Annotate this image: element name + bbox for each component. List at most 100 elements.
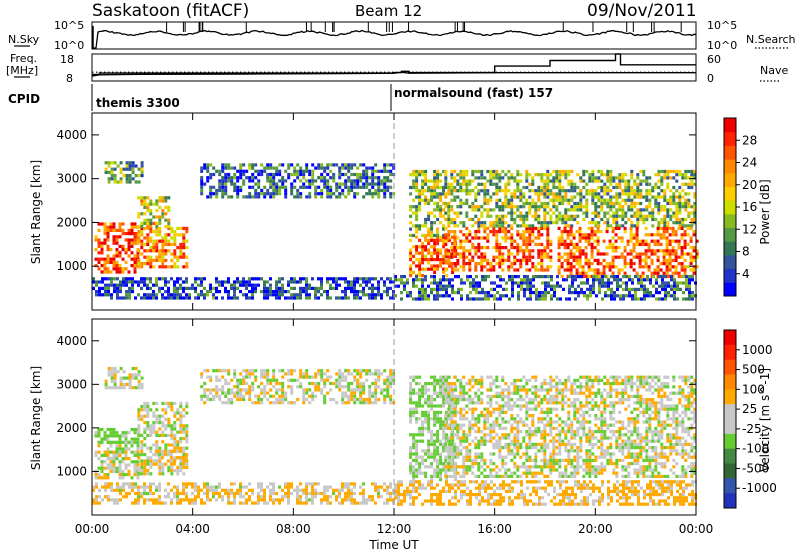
heatmap-cell	[233, 375, 237, 379]
heatmap-cell	[643, 278, 646, 282]
heatmap-cell	[341, 166, 345, 170]
heatmap-cell	[299, 185, 303, 189]
heatmap-cell	[278, 498, 281, 502]
heatmap-cell	[525, 198, 529, 202]
heatmap-cell	[474, 265, 478, 269]
heatmap-cell	[206, 166, 210, 170]
heatmap-cell	[350, 179, 354, 183]
heatmap-cell	[281, 179, 285, 183]
heatmap-cell	[314, 488, 317, 492]
heatmap-cell	[155, 430, 159, 434]
heatmap-cell	[415, 452, 419, 456]
heatmap-cell	[115, 248, 119, 252]
heatmap-cell	[353, 283, 356, 287]
heatmap-cell	[450, 252, 454, 256]
heatmap-cell	[326, 296, 329, 300]
heatmap-cell	[106, 476, 110, 480]
heatmap-cell	[124, 463, 128, 467]
heatmap-cell	[242, 172, 246, 177]
heatmap-cell	[639, 201, 643, 206]
heatmap-cell	[254, 378, 258, 382]
heatmap-cell	[541, 275, 544, 279]
heatmap-cell	[157, 449, 161, 453]
heatmap-cell	[344, 378, 348, 382]
heatmap-cell	[553, 294, 556, 298]
heatmap-cell	[173, 440, 177, 444]
heatmap-cell	[155, 488, 158, 492]
heatmap-cell	[386, 491, 389, 496]
heatmap-cell	[677, 274, 681, 278]
heatmap-cell	[557, 255, 561, 259]
heatmap-cell	[224, 166, 228, 170]
heatmap-cell	[668, 242, 672, 246]
heatmap-cell	[209, 485, 212, 489]
heatmap-cell	[510, 208, 514, 212]
heatmap-cell	[215, 375, 219, 379]
heatmap-cell	[338, 172, 342, 177]
heatmap-cell	[483, 198, 487, 202]
heatmap-cell	[146, 459, 150, 463]
heatmap-cell	[537, 205, 541, 209]
heatmap-cell	[233, 280, 236, 284]
heatmap-cell	[594, 201, 598, 206]
heatmap-cell	[131, 290, 134, 294]
heatmap-cell	[573, 214, 577, 218]
nsearch-tick-top: 10^5	[707, 19, 737, 32]
heatmap-cell	[584, 271, 588, 275]
heatmap-cell	[302, 391, 306, 395]
heatmap-cell	[323, 182, 327, 186]
heatmap-cell	[504, 192, 508, 196]
heatmap-cell	[496, 297, 499, 301]
heatmap-cell	[134, 498, 137, 502]
heatmap-cell	[335, 280, 338, 284]
heatmap-cell	[525, 214, 529, 218]
heatmap-cell	[507, 230, 511, 234]
heatmap-cell	[591, 179, 595, 183]
heatmap-cell	[507, 236, 511, 240]
heatmap-cell	[380, 388, 384, 392]
heatmap-cell	[632, 262, 636, 266]
heatmap-cell	[152, 221, 156, 225]
heatmap-cell	[134, 373, 138, 377]
heatmap-cell	[97, 241, 101, 245]
heatmap-cell	[445, 294, 448, 298]
heatmap-cell	[649, 278, 652, 282]
heatmap-cell	[690, 205, 694, 209]
heatmap-cell	[567, 208, 571, 212]
heatmap-cell	[679, 281, 682, 285]
heatmap-cell	[492, 233, 496, 237]
heatmap-cell	[191, 501, 194, 505]
heatmap-cell	[522, 242, 526, 246]
heatmap-cell	[353, 388, 357, 392]
heatmap-cell	[593, 233, 597, 237]
heatmap-cell	[631, 278, 634, 282]
heatmap-cell	[400, 278, 403, 282]
heatmap-cell	[109, 222, 113, 226]
heatmap-cell	[347, 385, 351, 389]
heatmap-cell	[143, 249, 147, 253]
heatmap-cell	[194, 280, 197, 284]
heatmap-cell	[233, 166, 237, 170]
heatmap-cell	[332, 381, 336, 386]
heatmap-cell	[167, 405, 171, 409]
heatmap-cell	[152, 414, 156, 418]
heatmap-cell	[140, 230, 144, 234]
heatmap-cell	[693, 195, 697, 199]
heatmap-cell	[525, 230, 529, 234]
heatmap-cell	[200, 375, 204, 379]
heatmap-cell	[146, 242, 150, 246]
heatmap-cell	[625, 294, 628, 298]
heatmap-cell	[487, 297, 490, 301]
heatmap-cell	[689, 239, 693, 243]
heatmap-cell	[641, 239, 645, 243]
heatmap-cell	[659, 226, 663, 230]
heatmap-cell	[167, 221, 171, 225]
heatmap-cell	[203, 482, 206, 486]
heatmap-cell	[227, 179, 231, 183]
heatmap-cell	[614, 226, 618, 230]
heatmap-cell	[433, 221, 437, 225]
heatmap-cell	[314, 179, 318, 183]
heatmap-cell	[447, 182, 451, 186]
heatmap-cell	[158, 414, 162, 418]
heatmap-cell	[173, 290, 176, 294]
